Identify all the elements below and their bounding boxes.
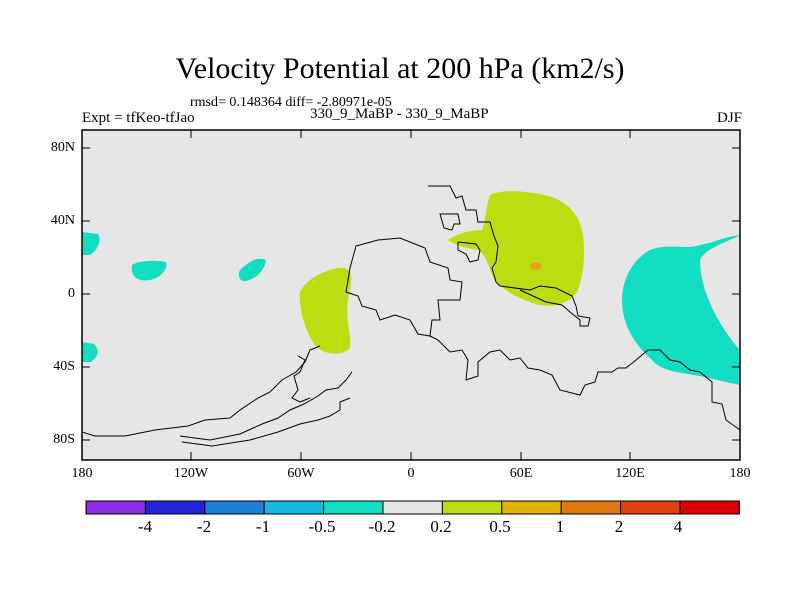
colorbar-label: -0.5 [308, 517, 336, 536]
lon-label-180w: 180 [71, 466, 93, 481]
colorbar-label: 1 [555, 517, 565, 536]
colorbar-label: 2 [614, 517, 624, 536]
case-pair-label: 330_9_MaBP - 330_9_MaBP [310, 106, 489, 122]
season-label: DJF [716, 110, 742, 126]
map-ticks [82, 130, 740, 460]
lon-label-120w: 120W [173, 466, 209, 481]
colorbar-cell [204, 500, 265, 515]
stats-text: rmsd= 0.148364 diff= -2.80971e-05 [190, 95, 392, 110]
colorbar-cell [144, 500, 206, 515]
lon-label-120e: 120E [615, 466, 645, 481]
coastline-africa [429, 335, 741, 431]
positive-region-asia [448, 191, 585, 306]
negative-region-west-edge-south [82, 342, 98, 362]
lat-label-40n: 40N [50, 213, 75, 228]
negative-region-pacific-1 [131, 260, 167, 281]
colorbar-cell [501, 500, 562, 515]
coastline-eurasia [428, 185, 591, 327]
colorbar-cell [560, 500, 622, 515]
colorbar-cell [382, 500, 443, 515]
colorbar [85, 500, 740, 515]
lat-label-80n: 80N [50, 140, 75, 155]
colorbar-cell [441, 500, 503, 515]
coastline-arabia [457, 241, 481, 263]
colorbar-cell [323, 500, 384, 515]
positive-mid-spot [530, 262, 542, 270]
coastline-southern-ocean-1 [81, 345, 321, 437]
lat-label-80s: 80S [53, 432, 75, 447]
colorbar-label: -0.2 [368, 517, 396, 536]
colorbar-label: -1 [255, 517, 271, 536]
map-title: Velocity Potential at 200 hPa (km2/s) [175, 52, 625, 85]
colorbar-cell [263, 500, 325, 515]
lon-label-60e: 60E [509, 466, 533, 481]
negative-region-east-pacific [622, 235, 740, 385]
coastlines [81, 185, 741, 447]
colorbar-label: -4 [137, 517, 153, 536]
lat-label-40s: 40S [53, 359, 75, 374]
colorbar-cell [679, 500, 740, 515]
lon-label-60w: 60W [287, 466, 315, 481]
coastline-eurasia-inner [439, 213, 461, 231]
negative-region-west-edge-north [82, 232, 100, 255]
negative-anomaly-regions [82, 232, 740, 385]
colorbar-cell [620, 500, 681, 515]
lon-label-0: 0 [407, 466, 415, 481]
coastline-antarctic-tip [291, 355, 311, 403]
lon-label-180e: 180 [729, 466, 751, 481]
coastline-southern-ocean-3 [181, 397, 351, 447]
experiment-label: Expt = tfKeo-tfJao [82, 110, 195, 126]
coastline-southern-ocean-2 [179, 371, 353, 441]
lat-label-eq: 0 [68, 286, 75, 301]
colorbar-label: 0.5 [489, 517, 511, 536]
colorbar-label: -2 [196, 517, 212, 536]
negative-region-pacific-2 [238, 258, 266, 282]
coastline-americas [345, 237, 463, 337]
colorbar-cell [85, 500, 146, 515]
colorbar-label: 0.2 [430, 517, 452, 536]
positive-region-south-america [299, 267, 352, 354]
colorbar-label: 4 [673, 517, 683, 536]
positive-anomaly-regions [299, 191, 585, 354]
